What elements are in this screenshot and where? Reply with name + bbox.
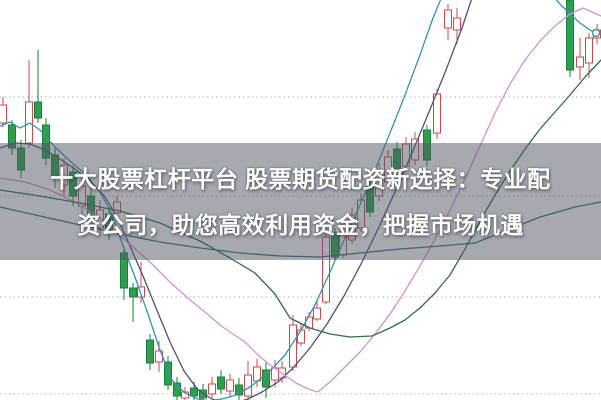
headline-overlay: 十大股票杠杆平台 股票期货配资新选择：专业配 资公司，助您高效利用资金，把握市场… [0,143,601,260]
candle-body [129,287,137,298]
candle-body [576,56,584,68]
candle-body [262,369,270,388]
candle-body [313,307,321,320]
candle-body [566,0,574,71]
candle-body [235,384,243,396]
candle-body [34,101,42,119]
ma-fast-teal-right [555,0,597,34]
candle-body [199,389,207,399]
candle-body [244,374,252,397]
ma-orchid [0,7,601,393]
candle-body [208,383,216,395]
candle-body [453,17,461,31]
candle-body [585,37,593,64]
candle-body [297,329,305,344]
candle-body [444,9,452,29]
candle-body [164,361,172,386]
candle-body [433,93,441,134]
headline-line-2: 资公司，助您高效利用资金，把握市场机遇 [77,211,524,238]
candle-body [146,339,154,364]
candle-body [25,101,33,144]
candle-body [137,286,145,298]
candle-body [217,376,225,390]
line-end-marker [591,28,601,38]
candle-body [190,387,198,397]
candle-body [0,104,7,124]
candle-body [173,382,181,397]
candle-body [226,379,234,392]
headline-line-1: 十大股票杠杆平台 股票期货配资新选择：专业配 [50,165,551,192]
